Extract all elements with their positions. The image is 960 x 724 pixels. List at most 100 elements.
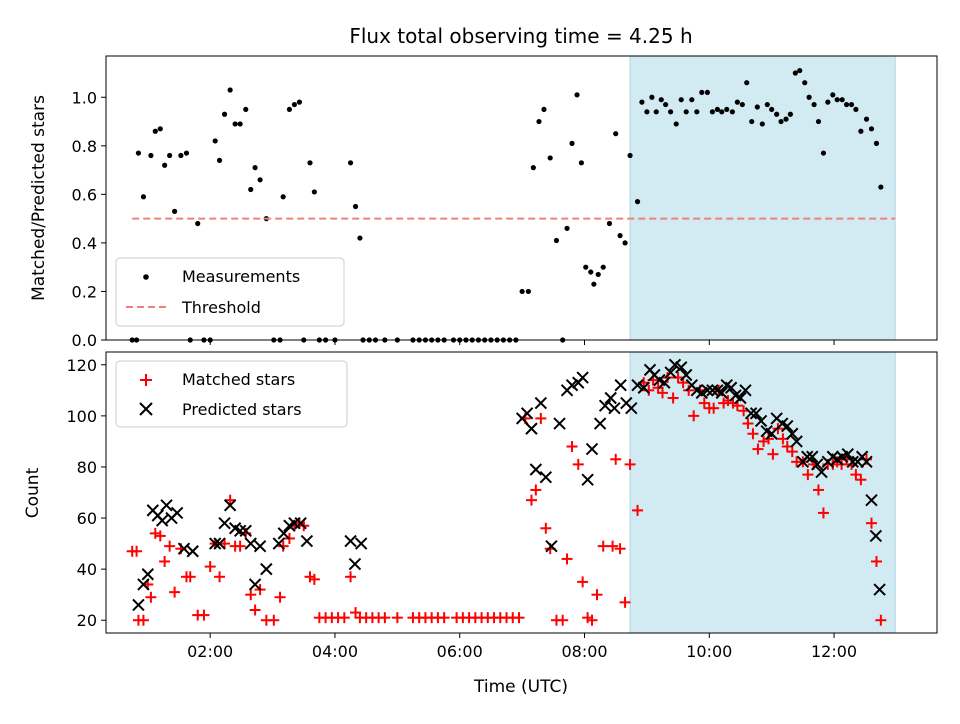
measurement-point (653, 109, 659, 115)
top-x-ticks (209, 340, 835, 345)
predicted-star-point (608, 401, 621, 415)
predicted-star-point (664, 366, 677, 379)
measurement-point (699, 89, 705, 96)
measurement-point (774, 111, 780, 117)
matched-star-point (535, 412, 547, 424)
measurement-point (759, 121, 765, 127)
bottom-legend: Matched stars Predicted stars (115, 360, 348, 428)
measurement-point (719, 109, 725, 115)
predicted-star-point (141, 568, 155, 581)
predicted-star-point (534, 396, 548, 410)
matched-star-point (438, 612, 450, 624)
legend-matched-marker (140, 374, 152, 386)
matched-star-point (274, 591, 286, 603)
matched-star-point (591, 589, 603, 601)
measurement-point (357, 235, 363, 241)
bottom-y-axis-label: Count (23, 467, 43, 518)
legend-threshold-label: Threshold (181, 298, 261, 317)
top-shaded-span (629, 55, 896, 341)
measurement-point (678, 97, 684, 103)
matched-star-point (525, 494, 537, 506)
measurement-point (162, 162, 168, 168)
legend-measurements-marker (143, 274, 149, 280)
measurement-point (243, 106, 249, 113)
measurement-point (749, 118, 755, 125)
matched-star-point (137, 614, 149, 626)
matched-star-point (812, 484, 824, 496)
predicted-star-point (213, 537, 226, 550)
matched-star-point (870, 555, 882, 567)
measurement-point (802, 80, 808, 86)
predicted-star-point (749, 407, 763, 420)
matched-star-point (802, 469, 814, 481)
predicted-star-point (344, 534, 357, 548)
predicted-star-point (260, 562, 273, 576)
matched-star-point (308, 573, 320, 585)
measurement-point (649, 94, 655, 100)
measurement-point (574, 92, 580, 98)
measurement-point (352, 203, 359, 210)
bottom-shaded-span (629, 351, 896, 634)
predicted-star-point (614, 379, 627, 392)
predicted-star-point (801, 450, 814, 463)
matched-star-point (708, 402, 720, 414)
measurement-point (183, 150, 190, 156)
measurement-point (634, 199, 641, 205)
bottom-marks (126, 358, 887, 626)
top-axes-frame (105, 55, 938, 341)
y-tick-label: 40 (77, 560, 97, 579)
measurement-point (347, 160, 354, 166)
y-tick-label: 0.0 (72, 331, 97, 350)
predicted-star-point (239, 524, 252, 538)
y-tick-label: 1.0 (72, 88, 97, 107)
y-tick-label: 60 (77, 509, 97, 528)
measurement-point (257, 177, 263, 183)
measurement-point (606, 220, 613, 227)
measurement-point (878, 184, 884, 190)
predicted-star-point (841, 447, 854, 461)
measurement-point (519, 288, 525, 295)
measurement-point (553, 237, 560, 244)
predicted-star-point (734, 391, 747, 405)
predicted-star-point (781, 419, 794, 433)
matched-star-point (752, 443, 764, 455)
measurement-point (792, 70, 798, 76)
predicted-star-point (754, 414, 768, 428)
predicted-star-point (170, 506, 184, 520)
measurement-point (252, 165, 258, 171)
measurement-point (839, 97, 845, 103)
measurement-point (617, 233, 623, 239)
predicted-star-point (625, 401, 638, 415)
measurement-point (787, 111, 793, 117)
measurement-point (307, 160, 313, 166)
matched-star-point (513, 612, 525, 624)
measurement-point (591, 281, 597, 287)
predicted-star-point (208, 537, 222, 550)
measurement-point (709, 109, 716, 115)
x-tick-label: 02:00 (187, 642, 233, 661)
measurement-point (739, 101, 745, 108)
predicted-star-point (177, 542, 191, 555)
measurement-point (311, 189, 317, 195)
matched-star-point (169, 586, 181, 598)
predicted-star-point (786, 427, 799, 440)
matched-star-point (767, 448, 779, 460)
matched-star-point (661, 372, 673, 384)
measurement-point (683, 109, 689, 115)
measurement-point (734, 99, 740, 105)
x-tick-label: 10:00 (686, 642, 732, 661)
matched-star-point (688, 410, 700, 422)
matched-star-point (530, 484, 542, 496)
predicted-star-point (253, 539, 267, 553)
measurement-point (216, 157, 223, 163)
measurement-point (811, 101, 817, 108)
measurement-point (172, 208, 178, 214)
y-tick-label: 0.6 (72, 185, 97, 204)
measurement-point (148, 152, 154, 159)
measurement-point (140, 194, 147, 200)
matched-star-point (145, 591, 157, 603)
predicted-star-point (585, 442, 599, 456)
top-marks (129, 67, 896, 343)
top-y-axis-label: Matched/Predicted stars (29, 95, 49, 301)
